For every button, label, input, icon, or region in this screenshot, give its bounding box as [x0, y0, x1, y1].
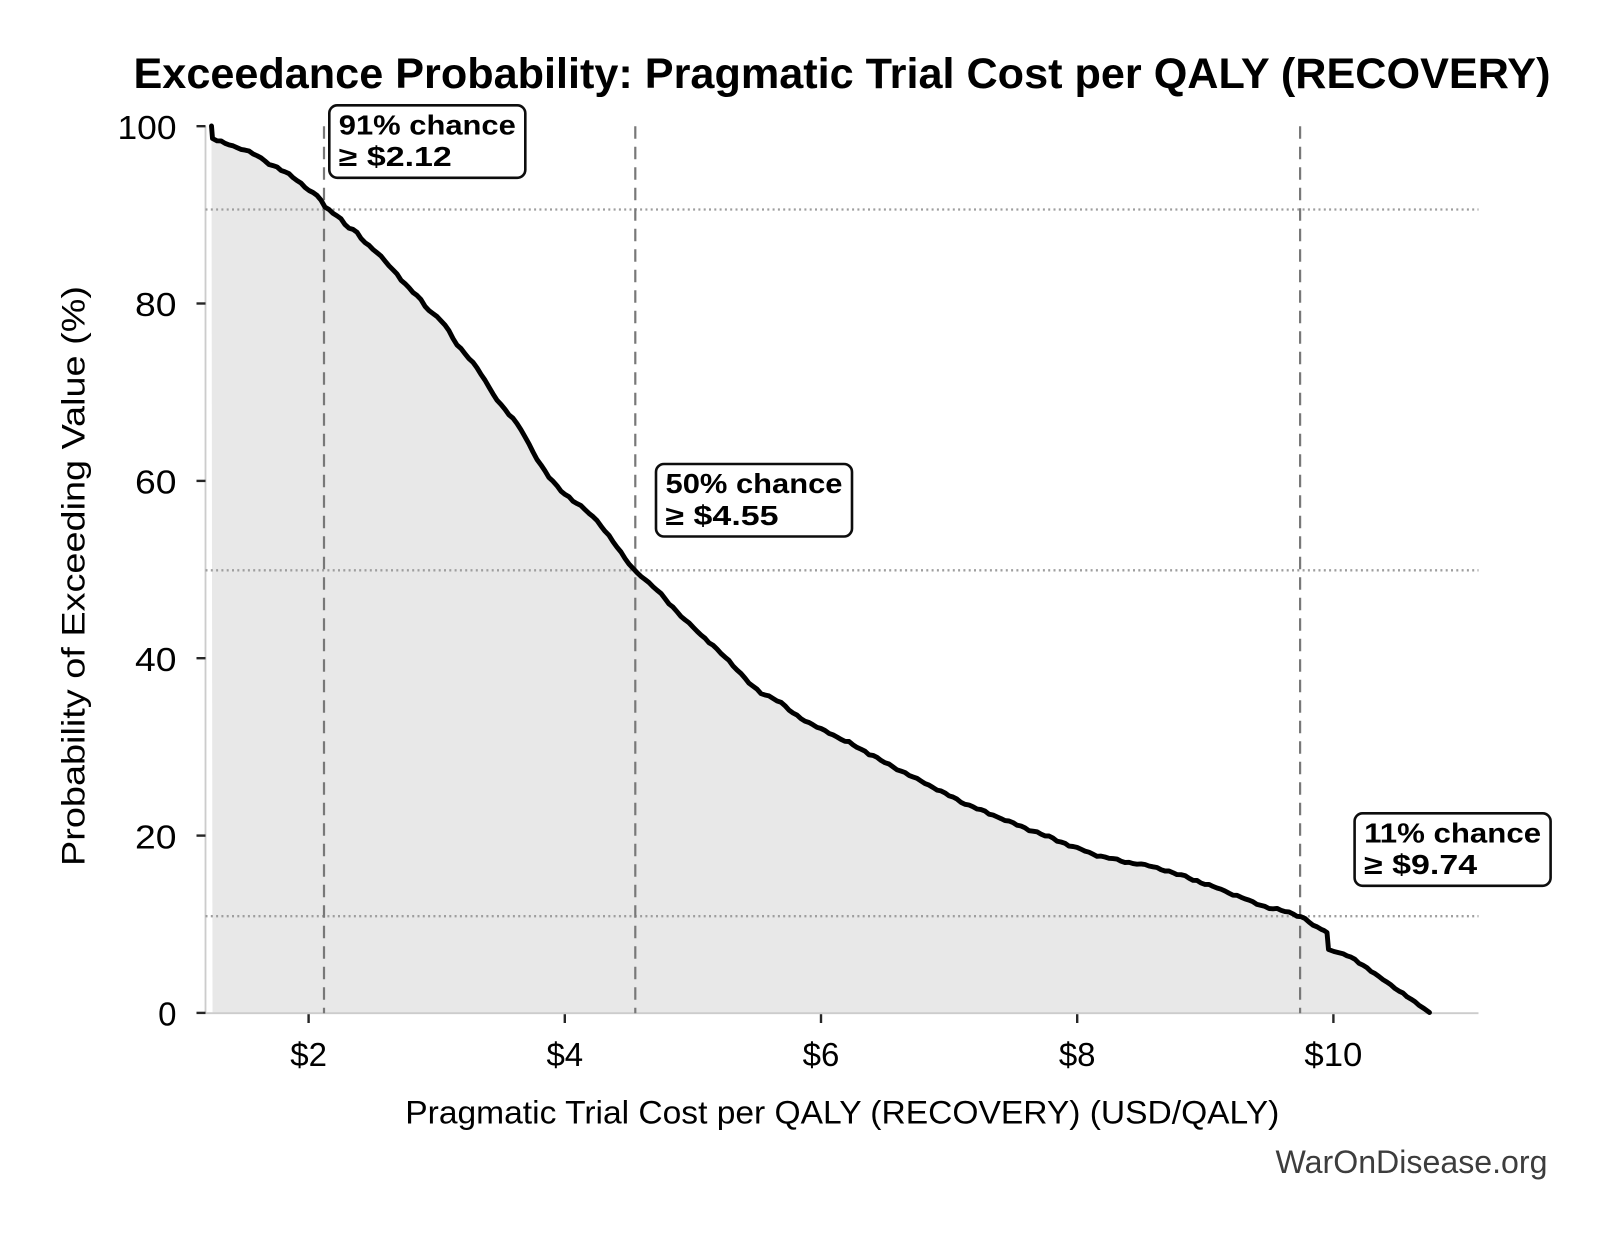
- svg-text:WarOnDisease.org: WarOnDisease.org: [1276, 1144, 1548, 1180]
- svg-text:20: 20: [135, 818, 177, 855]
- svg-text:≥ $9.74: ≥ $9.74: [1364, 849, 1478, 880]
- svg-text:$4: $4: [546, 1036, 583, 1073]
- svg-text:50% chance: 50% chance: [666, 468, 843, 499]
- svg-text:Pragmatic Trial Cost per QALY: Pragmatic Trial Cost per QALY (RECOVERY)…: [405, 1093, 1279, 1130]
- svg-text:80: 80: [135, 286, 177, 323]
- svg-text:$10: $10: [1304, 1036, 1362, 1073]
- svg-text:Exceedance Probability: Pragma: Exceedance Probability: Pragmatic Trial …: [134, 50, 1551, 98]
- svg-text:≥ $4.55: ≥ $4.55: [666, 500, 779, 531]
- svg-text:100: 100: [118, 109, 177, 146]
- svg-text:91% chance: 91% chance: [339, 109, 516, 140]
- svg-text:$8: $8: [1059, 1036, 1096, 1073]
- svg-text:0: 0: [158, 996, 176, 1033]
- svg-text:$6: $6: [803, 1036, 840, 1073]
- svg-text:40: 40: [135, 641, 177, 678]
- svg-text:≥ $2.12: ≥ $2.12: [339, 141, 452, 172]
- svg-text:Probability of Exceeding Value: Probability of Exceeding Value (%): [55, 286, 92, 866]
- svg-text:60: 60: [135, 464, 177, 501]
- svg-text:11% chance: 11% chance: [1364, 817, 1541, 848]
- svg-text:$2: $2: [290, 1036, 327, 1073]
